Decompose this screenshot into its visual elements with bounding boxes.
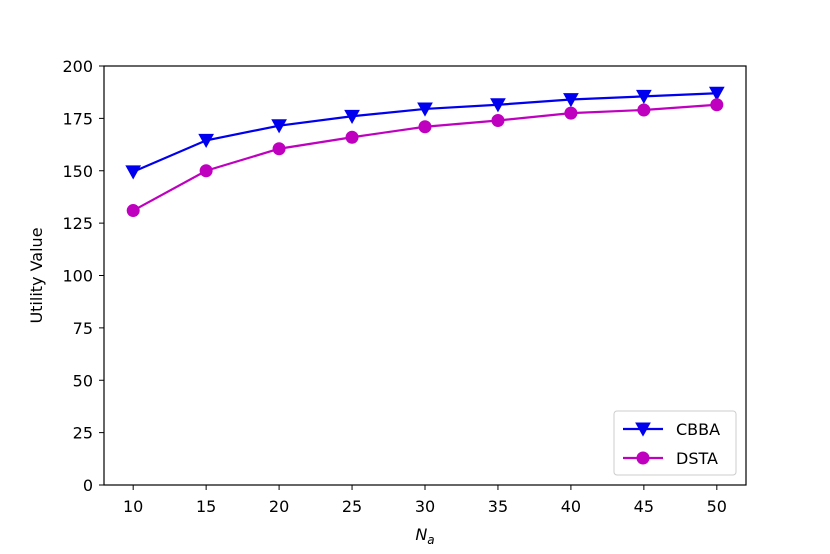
x-tick-label: 20: [269, 497, 289, 516]
y-tick-label: 125: [62, 214, 93, 233]
x-tick-label: 25: [342, 497, 362, 516]
x-axis-ticks: 10 15 20 25 30 35 40 45 50: [123, 485, 727, 516]
x-tick-label: 30: [415, 497, 435, 516]
x-tick-label: 35: [488, 497, 508, 516]
x-axis-label: Na: [415, 525, 434, 547]
x-axis-label-main: N: [415, 525, 427, 544]
legend-label-cbba: CBBA: [676, 420, 720, 439]
y-tick-label: 75: [73, 319, 93, 338]
x-tick-label: 45: [634, 497, 654, 516]
x-tick-label: 10: [123, 497, 143, 516]
x-axis-label-subscript: a: [427, 533, 434, 547]
legend-label-dsta: DSTA: [676, 449, 718, 468]
legend-entry-dsta: DSTA: [623, 449, 718, 468]
data-point-dsta: [126, 204, 140, 218]
data-point-dsta: [637, 103, 651, 117]
data-point-dsta: [272, 142, 286, 156]
plot-area-frame: [103, 65, 747, 486]
data-point-dsta: [345, 130, 359, 144]
y-axis-ticks: 0 25 50 75 100 125 150 175 200: [62, 57, 104, 495]
legend-entry-cbba: CBBA: [623, 420, 720, 439]
y-tick-label: 200: [62, 57, 93, 76]
x-tick-label: 50: [707, 497, 727, 516]
data-point-cbba: [563, 93, 579, 108]
data-point-dsta: [199, 164, 213, 178]
legend: CBBA DSTA: [613, 410, 737, 476]
series-cbba: [125, 86, 725, 180]
y-tick-label: 0: [83, 476, 93, 495]
y-tick-label: 150: [62, 162, 93, 181]
data-point-dsta: [418, 120, 432, 134]
x-tick-label: 15: [196, 497, 216, 516]
data-point-cbba: [198, 133, 214, 149]
data-point-cbba: [636, 89, 652, 105]
data-point-cbba: [490, 98, 506, 113]
y-tick-label: 50: [73, 371, 93, 390]
data-point-cbba: [271, 119, 287, 134]
data-point-cbba: [708, 86, 725, 101]
data-point-cbba: [417, 102, 433, 117]
data-point-cbba: [344, 109, 360, 124]
legend-marker-dsta: [636, 451, 650, 465]
x-tick-label: 40: [561, 497, 581, 516]
data-point-dsta: [564, 106, 578, 120]
data-point-dsta: [710, 98, 724, 112]
legend-marker-cbba: [635, 422, 651, 437]
data-point-cbba: [125, 165, 142, 180]
y-tick-label: 175: [62, 109, 93, 128]
data-point-dsta: [491, 113, 505, 127]
y-tick-label: 100: [62, 267, 93, 286]
y-tick-label: 25: [73, 424, 93, 443]
series-dsta: [126, 98, 724, 218]
y-axis-label: Utility Value: [27, 227, 46, 323]
series-layer: [125, 86, 725, 218]
